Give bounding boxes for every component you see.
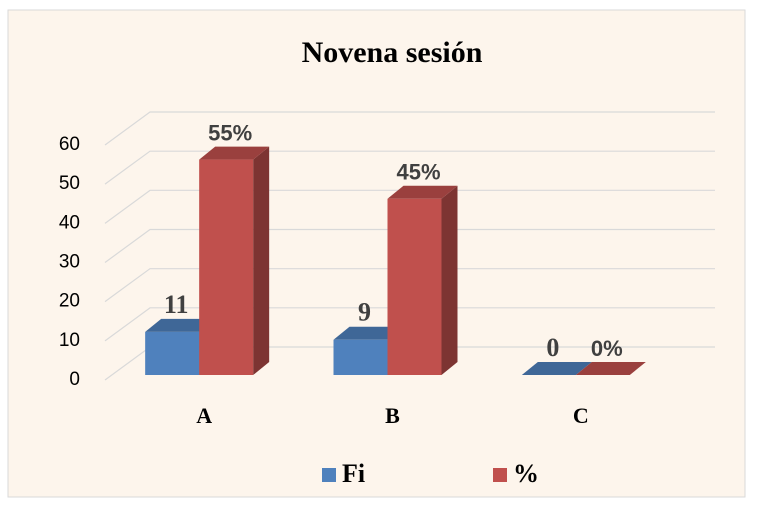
bar-top bbox=[333, 326, 404, 340]
grid-line bbox=[104, 150, 715, 185]
y-tick-label: 10 bbox=[59, 330, 80, 351]
grid-line bbox=[104, 228, 715, 263]
y-tick-label: 20 bbox=[59, 291, 80, 312]
legend-label: % bbox=[513, 459, 539, 488]
chart-frame bbox=[7, 9, 746, 498]
grid-line bbox=[104, 111, 715, 146]
grid-line bbox=[104, 307, 715, 342]
grid-line bbox=[104, 189, 715, 224]
legend-label: Fi bbox=[342, 459, 365, 488]
bar-top bbox=[145, 318, 216, 332]
data-label: 0 bbox=[546, 333, 559, 362]
x-tick-label: C bbox=[573, 403, 589, 428]
y-tick-label: 30 bbox=[59, 252, 80, 273]
bar bbox=[199, 159, 254, 375]
legend-swatch bbox=[493, 468, 507, 482]
bar-side bbox=[253, 146, 270, 375]
y-tick-label: 0 bbox=[69, 369, 80, 390]
data-label: 45% bbox=[396, 160, 440, 185]
bar-top bbox=[521, 362, 592, 375]
bar bbox=[387, 198, 442, 375]
legend-swatch bbox=[322, 468, 336, 482]
data-label: 55% bbox=[208, 120, 252, 145]
y-tick-label: 50 bbox=[59, 173, 80, 194]
bar-top bbox=[575, 362, 646, 375]
data-label: 0% bbox=[591, 336, 623, 361]
y-tick-label: 40 bbox=[59, 212, 80, 233]
bar-side bbox=[441, 185, 458, 375]
grid-line bbox=[104, 268, 715, 303]
bar bbox=[145, 331, 200, 375]
x-tick-label: B bbox=[385, 403, 400, 428]
bar-top bbox=[387, 185, 458, 199]
data-label: 11 bbox=[164, 290, 189, 319]
data-label: 9 bbox=[358, 298, 371, 327]
x-tick-label: A bbox=[196, 403, 212, 428]
y-tick-label: 60 bbox=[59, 134, 80, 155]
bar bbox=[333, 339, 388, 375]
bar-top bbox=[199, 146, 270, 160]
chart-title: Novena sesión bbox=[302, 36, 483, 69]
